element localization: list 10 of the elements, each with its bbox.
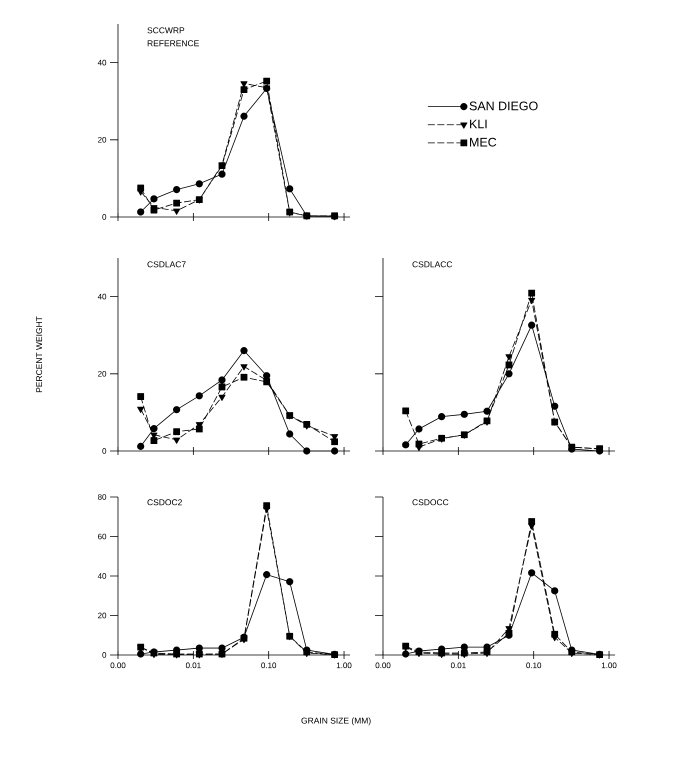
y-axis-title: PERCENT WEIGHT: [36, 316, 42, 392]
x-axis-title: GRAIN SIZE (MM): [301, 717, 371, 726]
chart-title: CSDOCC: [412, 499, 448, 506]
chart-title: CSDOC2: [147, 499, 182, 506]
chart-title: CSDLACC: [412, 261, 452, 268]
text: SCCWRP REFERENCE: [147, 27, 199, 46]
legend-label: KLI: [470, 120, 487, 128]
legend-label: MEC: [470, 138, 496, 147]
chart-title: CSDLAC7: [147, 261, 186, 268]
legend-label: SAN DIEGO: [470, 102, 538, 110]
